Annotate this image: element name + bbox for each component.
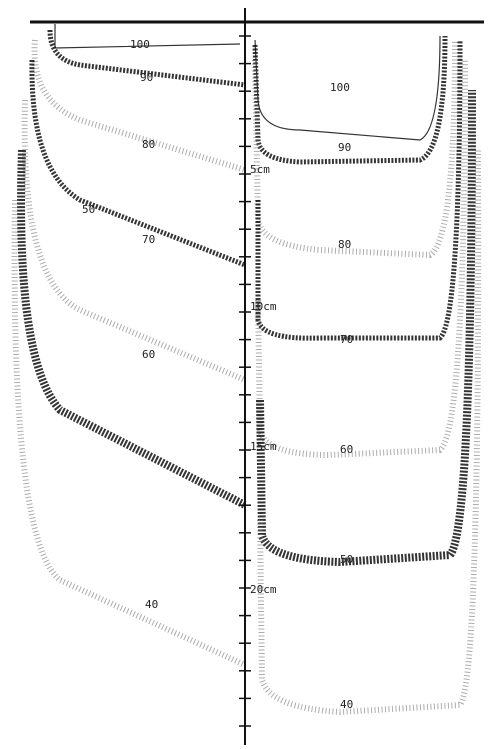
isodose-label: 40 xyxy=(340,698,353,711)
isodose-curve xyxy=(252,35,448,165)
isodose-label: 50 xyxy=(340,553,353,566)
isodose-label: 100 xyxy=(330,81,350,94)
isodose-curve xyxy=(47,29,246,88)
isodose-curve xyxy=(252,39,458,259)
depth-label: 20cm xyxy=(250,583,277,596)
isodose-curve xyxy=(29,59,246,268)
isodose-label: 70 xyxy=(142,233,155,246)
isodose-curve xyxy=(255,59,468,459)
isodose-curve xyxy=(256,89,476,567)
isodose-curve xyxy=(255,39,463,341)
isodose-curve xyxy=(254,35,441,141)
isodose-label: 90 xyxy=(140,71,153,84)
isodose-label: 70 xyxy=(340,333,353,346)
isodose-label: 60 xyxy=(142,348,155,361)
isodose-curve xyxy=(21,99,247,383)
isodose-curve xyxy=(17,149,247,509)
depth-label: 15cm xyxy=(250,440,277,453)
isodose-label: 100 xyxy=(130,38,150,51)
isodose-label: 50 xyxy=(82,203,95,216)
isodose-label: 80 xyxy=(142,138,155,151)
isodose-label: 80 xyxy=(338,238,351,251)
isodose-label: 40 xyxy=(145,598,158,611)
isodose-curve xyxy=(257,149,482,716)
isodose-curve xyxy=(11,199,247,668)
isodose-label: 60 xyxy=(340,443,353,456)
isodose-label: 90 xyxy=(338,141,351,154)
depth-label: 5cm xyxy=(250,163,270,176)
depth-label: 10cm xyxy=(250,300,277,313)
